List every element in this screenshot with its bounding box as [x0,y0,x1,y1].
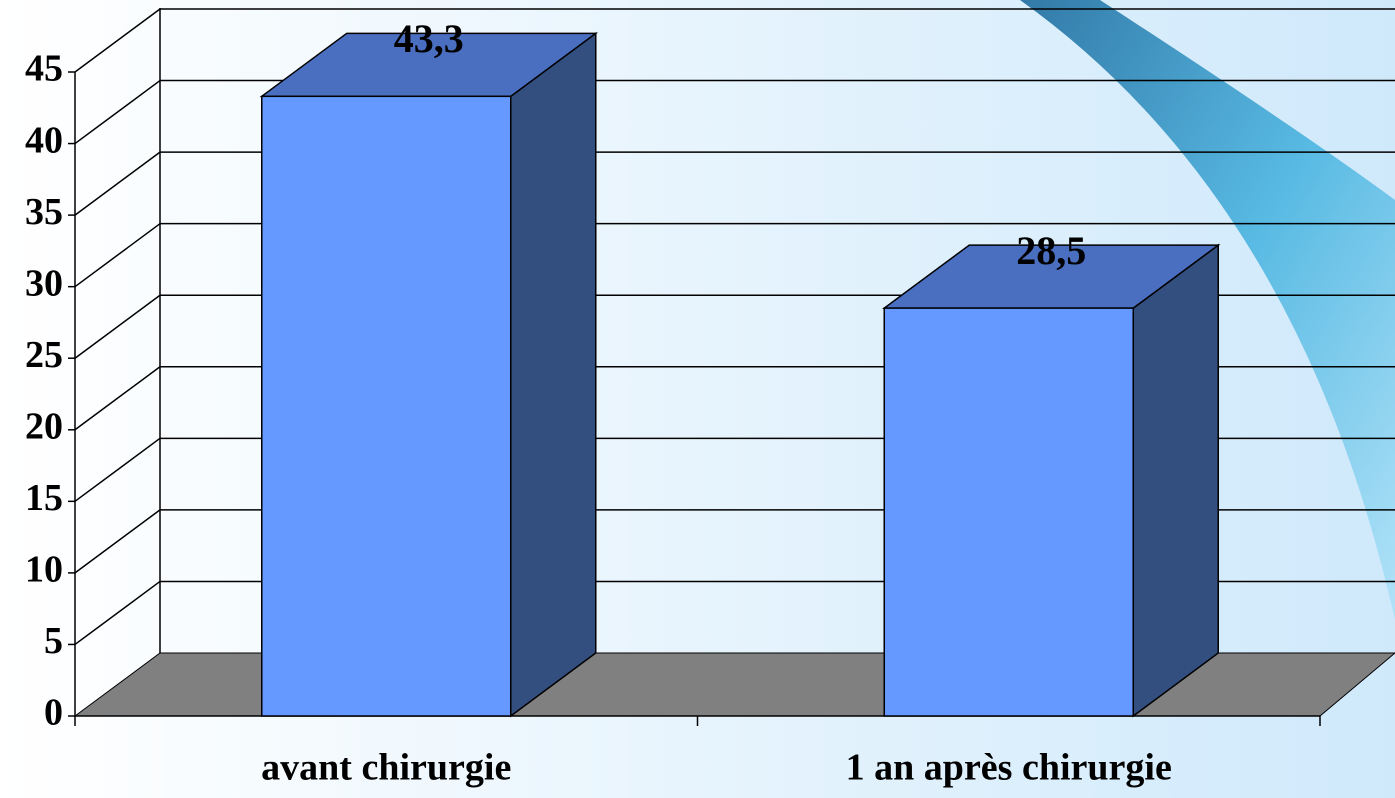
y-tick-label: 35 [25,191,63,233]
grid-line [74,509,161,574]
bar [261,95,512,717]
y-tick-label: 0 [44,692,63,734]
y-tick-label: 5 [44,620,63,662]
bar [883,307,1134,717]
grid-line [74,366,161,431]
bar-side [1132,243,1219,718]
value-label: 28,5 [1016,228,1086,273]
grid-line [74,223,161,288]
grid-line [74,437,161,502]
plot: 0 5 10 15 20 25 30 35 40 45 avant chirurgie 43,3 1 a… [25,8,1395,789]
y-tick-label: 25 [25,334,63,376]
y-tick-label: 45 [25,48,63,90]
grid-line [74,294,161,359]
y-tick-label: 30 [25,262,63,304]
value-label: 43,3 [394,16,464,61]
grid-line [74,79,161,145]
grid-line [74,8,161,73]
x-tick-label: 1 an après chirurgie [846,747,1172,789]
grid-line [74,580,161,646]
bar-side [510,31,597,718]
y-tick-label: 15 [25,477,63,519]
grid-line [74,151,161,216]
x-tick-label: avant chirurgie [261,747,511,789]
y-tick-label: 10 [25,549,63,591]
y-tick-label: 40 [25,119,63,161]
y-tick-label: 20 [25,405,63,447]
decoration [1020,0,1395,620]
